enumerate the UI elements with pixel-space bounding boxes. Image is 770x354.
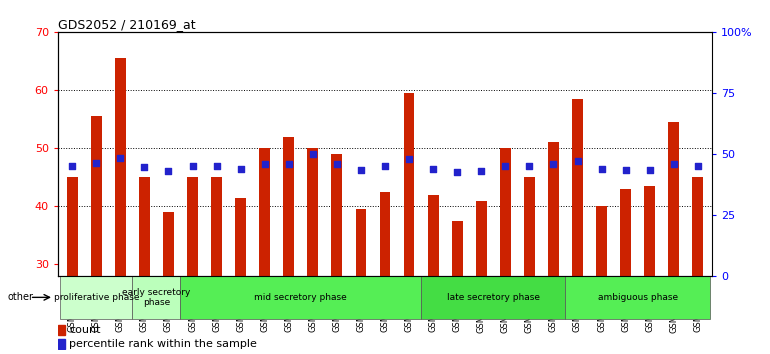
Point bbox=[355, 167, 367, 173]
Bar bbox=[380, 192, 390, 354]
Point bbox=[186, 163, 199, 169]
Text: percentile rank within the sample: percentile rank within the sample bbox=[69, 339, 257, 349]
Point bbox=[403, 156, 415, 162]
Bar bbox=[211, 177, 222, 354]
Point bbox=[90, 160, 102, 165]
Point bbox=[547, 161, 560, 167]
Bar bbox=[259, 148, 270, 354]
Bar bbox=[692, 177, 703, 354]
Point bbox=[691, 163, 704, 169]
Point bbox=[499, 163, 511, 169]
Bar bbox=[668, 122, 679, 354]
Point bbox=[330, 161, 343, 167]
Text: proliferative phase: proliferative phase bbox=[53, 293, 139, 302]
Point bbox=[259, 161, 271, 167]
Bar bbox=[421, 276, 565, 319]
Point bbox=[619, 167, 631, 173]
Point bbox=[283, 161, 295, 167]
Bar bbox=[163, 212, 174, 354]
Bar bbox=[548, 142, 559, 354]
Bar bbox=[91, 116, 102, 354]
Bar bbox=[356, 209, 367, 354]
Text: mid secretory phase: mid secretory phase bbox=[254, 293, 347, 302]
Point bbox=[306, 151, 319, 157]
Bar bbox=[58, 339, 65, 349]
Bar bbox=[403, 93, 414, 354]
Bar bbox=[565, 276, 710, 319]
Bar bbox=[235, 198, 246, 354]
Point bbox=[210, 163, 223, 169]
Text: count: count bbox=[69, 325, 101, 335]
Point bbox=[524, 163, 536, 169]
Text: early secretory
phase: early secretory phase bbox=[122, 288, 191, 307]
Point bbox=[475, 168, 487, 174]
Text: ambiguous phase: ambiguous phase bbox=[598, 293, 678, 302]
Point bbox=[595, 166, 608, 171]
Point bbox=[162, 168, 175, 174]
Bar bbox=[572, 99, 583, 354]
Bar bbox=[452, 221, 463, 354]
Point bbox=[668, 161, 680, 167]
Bar bbox=[644, 186, 655, 354]
Point bbox=[427, 166, 439, 171]
Bar bbox=[58, 325, 65, 335]
Bar bbox=[283, 137, 294, 354]
Bar bbox=[187, 177, 198, 354]
Point bbox=[234, 166, 246, 171]
Point bbox=[644, 167, 656, 173]
Point bbox=[139, 165, 151, 170]
Bar bbox=[307, 148, 318, 354]
Text: other: other bbox=[8, 292, 34, 302]
Bar bbox=[139, 177, 150, 354]
Point bbox=[379, 163, 391, 169]
Point bbox=[451, 170, 464, 175]
Text: late secretory phase: late secretory phase bbox=[447, 293, 540, 302]
Point bbox=[114, 155, 126, 160]
Bar bbox=[524, 177, 535, 354]
Point bbox=[66, 163, 79, 169]
Bar bbox=[180, 276, 421, 319]
Bar bbox=[331, 154, 343, 354]
Text: GDS2052 / 210169_at: GDS2052 / 210169_at bbox=[58, 18, 196, 31]
Point bbox=[571, 159, 584, 164]
Bar bbox=[620, 189, 631, 354]
Bar bbox=[476, 200, 487, 354]
Bar bbox=[67, 177, 78, 354]
Bar bbox=[427, 195, 439, 354]
Bar bbox=[500, 148, 511, 354]
Bar bbox=[115, 58, 126, 354]
Bar bbox=[132, 276, 180, 319]
Bar bbox=[60, 276, 132, 319]
Bar bbox=[596, 206, 607, 354]
